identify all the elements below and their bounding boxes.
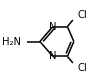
Text: Cl: Cl: [77, 10, 87, 20]
Text: H₂N: H₂N: [2, 37, 21, 46]
Text: N: N: [49, 22, 57, 32]
Text: N: N: [49, 51, 57, 61]
Text: Cl: Cl: [77, 63, 87, 73]
